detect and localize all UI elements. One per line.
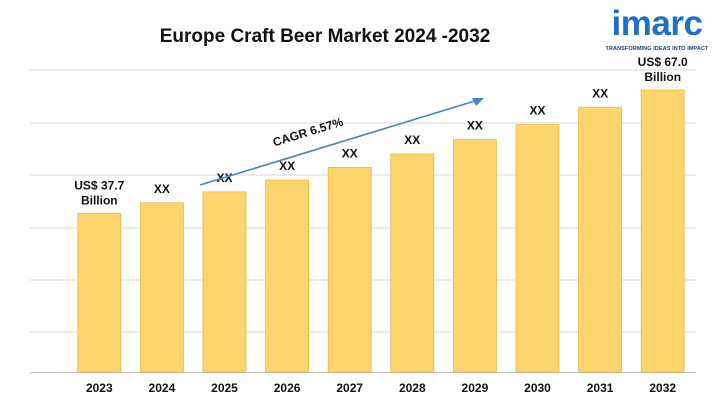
x-tick-2025: 2025 bbox=[211, 381, 238, 395]
data-label-2029: XX bbox=[467, 119, 483, 133]
data-label-2023: US$ 37.7 Billion bbox=[74, 178, 124, 207]
data-label-unit: Billion bbox=[644, 70, 681, 84]
x-tick-2023: 2023 bbox=[86, 381, 113, 395]
bar-2026 bbox=[265, 179, 310, 373]
x-tick-2032: 2032 bbox=[649, 381, 676, 395]
bar-2025 bbox=[202, 191, 247, 373]
data-label-2027: XX bbox=[342, 146, 358, 160]
cagr-arrow bbox=[199, 99, 479, 186]
bars bbox=[77, 89, 685, 373]
data-labels: US$ 37.7BillionXXXXXXXXXXXXXXXXUS$ 67.0B… bbox=[74, 55, 688, 207]
data-label-2031: XX bbox=[592, 86, 608, 100]
data-label-value: US$ 37.7 bbox=[74, 178, 124, 192]
x-tick-2031: 2031 bbox=[587, 381, 614, 395]
x-tick-2024: 2024 bbox=[149, 381, 176, 395]
x-tick-2027: 2027 bbox=[336, 381, 363, 395]
bar-2023 bbox=[77, 212, 122, 373]
x-tick-2028: 2028 bbox=[399, 381, 426, 395]
bar-2032 bbox=[640, 89, 685, 373]
data-label-2030: XX bbox=[529, 104, 545, 118]
imarc-logo: imarc TRANSFORMING IDEAS INTO IMPACT bbox=[598, 4, 716, 56]
x-tick-2030: 2030 bbox=[524, 381, 551, 395]
bar-2027 bbox=[327, 167, 372, 373]
bar-2024 bbox=[139, 202, 184, 373]
chart-title: Europe Craft Beer Market 2024 -2032 bbox=[159, 26, 491, 47]
cagr-arrowhead bbox=[472, 98, 484, 106]
x-tick-2029: 2029 bbox=[462, 381, 489, 395]
data-label-2026: XX bbox=[279, 159, 295, 173]
data-label-2032: US$ 67.0 Billion bbox=[638, 55, 688, 84]
bar-2029 bbox=[452, 139, 497, 373]
x-tick-labels: 2023 2024 2025 2026 2027 2028 2029 2030 2031 2032 bbox=[86, 381, 676, 395]
bar-2031 bbox=[578, 106, 622, 373]
logo-word: imarc bbox=[611, 4, 703, 43]
logo-tagline: TRANSFORMING IDEAS INTO IMPACT bbox=[605, 46, 709, 52]
data-label-2024: XX bbox=[154, 182, 170, 196]
data-label-value: US$ 67.0 bbox=[638, 55, 688, 69]
bar-2028 bbox=[390, 153, 435, 373]
x-tick-2026: 2026 bbox=[274, 381, 301, 395]
data-label-2028: XX bbox=[404, 133, 420, 147]
data-label-unit: Billion bbox=[81, 193, 118, 207]
bar-2030 bbox=[515, 124, 560, 373]
